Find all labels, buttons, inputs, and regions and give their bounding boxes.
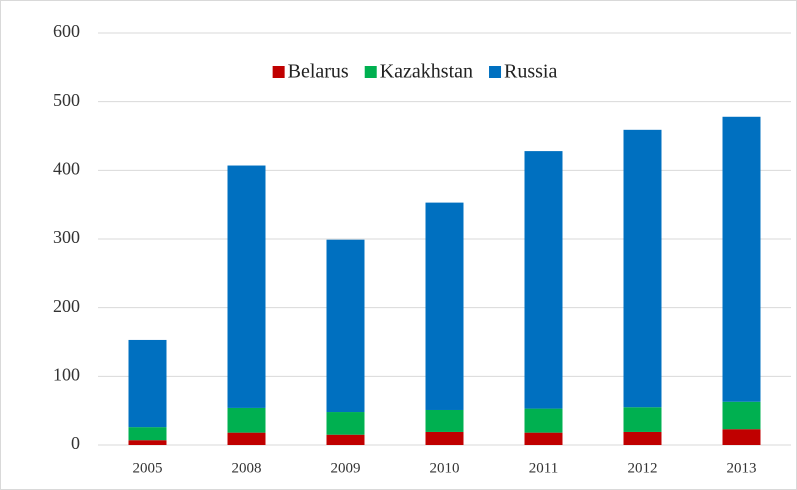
x-tick-label: 2013 — [727, 460, 757, 476]
legend-label: Russia — [504, 61, 557, 83]
y-tick-label: 500 — [53, 90, 80, 110]
legend-swatch — [489, 66, 502, 78]
bar-segment — [227, 165, 266, 408]
x-tick-label: 2008 — [232, 460, 262, 476]
bar-segment — [326, 412, 365, 435]
y-tick-label: 400 — [53, 158, 80, 178]
bar-segment — [128, 339, 167, 428]
y-tick-label: 0 — [71, 433, 80, 453]
bar-segment — [128, 440, 167, 445]
legend-label: Kazakhstan — [380, 61, 473, 83]
legend-label: Belarus — [288, 61, 349, 83]
bar-segment — [326, 434, 365, 445]
bar-segment — [623, 407, 662, 432]
x-tick-label: 2011 — [529, 460, 558, 476]
bar-segment — [524, 432, 563, 445]
y-tick-label: 600 — [53, 21, 80, 41]
bar-segment — [425, 409, 464, 432]
x-tick-label: 2010 — [430, 460, 460, 476]
bar-segment — [425, 202, 464, 410]
y-tick-label: 300 — [53, 227, 80, 247]
bar-segment — [425, 431, 464, 445]
bar-segment — [722, 401, 761, 430]
bar-segment — [623, 431, 662, 445]
legend-swatch — [364, 66, 377, 78]
bar-segment — [326, 239, 365, 413]
y-tick-label: 200 — [53, 296, 80, 316]
y-tick-label: 100 — [53, 364, 80, 384]
bar-segment — [722, 429, 761, 445]
bar-segment — [128, 427, 167, 441]
x-tick-label: 2005 — [133, 460, 163, 476]
bar-segment — [524, 408, 563, 433]
x-tick-label: 2012 — [628, 460, 658, 476]
bar-segment — [524, 151, 563, 409]
legend-swatch — [272, 66, 285, 78]
bar-segment — [227, 432, 266, 445]
bar-segment — [623, 129, 662, 408]
x-tick-label: 2009 — [331, 460, 361, 476]
bar-segment — [722, 116, 761, 402]
bar-segment — [227, 407, 266, 433]
